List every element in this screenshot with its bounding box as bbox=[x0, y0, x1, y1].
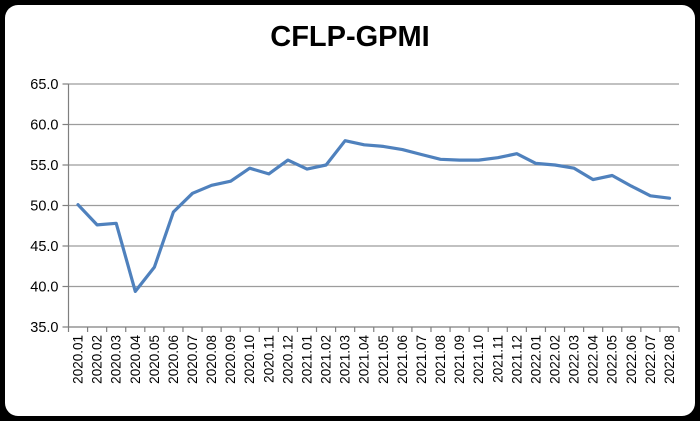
x-tick-label: 2020.02 bbox=[90, 335, 105, 384]
x-tick-label: 2021.02 bbox=[319, 335, 334, 384]
x-tick-label: 2021.07 bbox=[414, 335, 429, 384]
x-tick-label: 2021.09 bbox=[452, 335, 467, 384]
x-tick-label: 2021.10 bbox=[471, 335, 486, 384]
x-tick-label: 2020.05 bbox=[147, 335, 162, 384]
y-tick-label: 55.0 bbox=[30, 158, 58, 174]
x-tick-label: 2021.05 bbox=[376, 335, 391, 384]
x-tick-label: 2022.01 bbox=[528, 335, 543, 384]
y-tick-label: 35.0 bbox=[30, 320, 58, 336]
x-tick-label: 2022.05 bbox=[605, 335, 620, 384]
x-tick-label: 2021.08 bbox=[433, 335, 448, 384]
y-tick-label: 50.0 bbox=[30, 199, 58, 215]
x-tick-label: 2021.03 bbox=[338, 335, 353, 384]
x-tick-label: 2022.02 bbox=[547, 335, 562, 384]
x-tick-label: 2021.01 bbox=[299, 335, 314, 384]
y-tick-label: 40.0 bbox=[30, 280, 58, 296]
x-tick-label: 2020.12 bbox=[280, 335, 295, 384]
chart-title: CFLP-GPMI bbox=[270, 21, 430, 53]
x-tick-label: 2022.08 bbox=[662, 335, 677, 384]
x-tick-label: 2022.04 bbox=[586, 335, 601, 384]
x-tick-label: 2022.07 bbox=[643, 335, 658, 384]
series-line bbox=[76, 139, 672, 293]
x-tick-label: 2021.04 bbox=[357, 335, 372, 384]
x-tick-label: 2020.10 bbox=[242, 335, 257, 384]
x-tick-label: 2020.09 bbox=[223, 335, 238, 384]
x-tick-label: 2020.01 bbox=[71, 335, 86, 384]
x-tick-label: 2022.06 bbox=[624, 335, 639, 384]
y-tick-label: 65.0 bbox=[30, 77, 58, 93]
x-tick-label: 2020.11 bbox=[261, 335, 276, 383]
x-tick-label: 2021.11 bbox=[490, 335, 505, 383]
y-tick-label: 45.0 bbox=[30, 239, 58, 255]
x-tick-label: 2021.06 bbox=[395, 335, 410, 384]
x-tick-label: 2022.03 bbox=[567, 335, 582, 384]
x-tick-label: 2020.03 bbox=[109, 335, 124, 384]
chart-canvas: CFLP-GPMI 35.0 40.0 45.0 50.0 55.0 60.0 65.0 20… bbox=[5, 5, 695, 416]
x-tick-label: 2021.12 bbox=[509, 335, 524, 384]
line-chart: 35.0 40.0 45.0 50.0 55.0 60.0 65.0 2020.01 2020.… bbox=[30, 77, 680, 384]
x-tick-label: 2020.04 bbox=[128, 335, 143, 384]
x-tick-label: 2020.06 bbox=[166, 335, 181, 384]
x-tick-label: 2020.07 bbox=[185, 335, 200, 384]
y-tick-label: 60.0 bbox=[30, 118, 58, 134]
x-tick-label: 2020.08 bbox=[204, 335, 219, 384]
